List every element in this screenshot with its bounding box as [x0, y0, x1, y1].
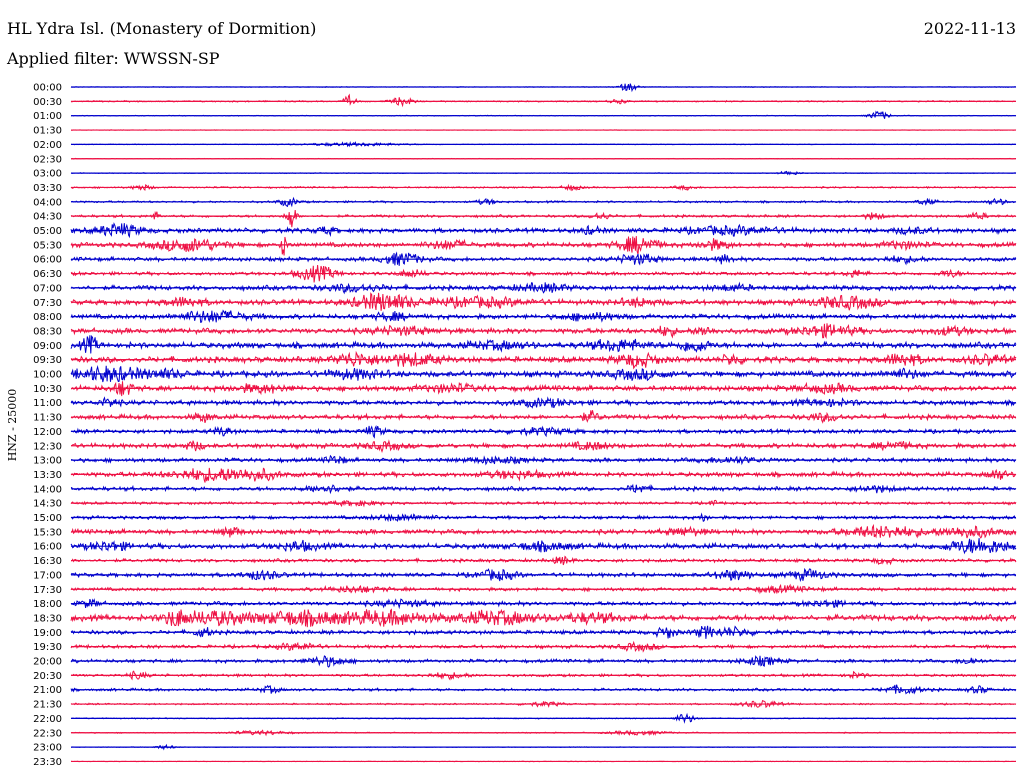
time-tick-label: 04:00 — [33, 197, 62, 208]
time-tick-label: 15:00 — [33, 513, 62, 524]
time-tick-label: 14:30 — [33, 499, 62, 510]
time-tick-label: 13:30 — [33, 470, 62, 481]
time-tick-labels: 00:00 00:30 01:00 01:30 02:00 02:30 03:00 03:30… — [33, 83, 62, 768]
time-tick-label: 05:30 — [33, 240, 62, 251]
time-tick-label: 12:00 — [33, 427, 62, 438]
time-tick-label: 01:30 — [33, 126, 62, 137]
time-tick-label: 02:30 — [33, 154, 62, 165]
time-tick-label: 09:30 — [33, 355, 62, 366]
trace-line-0900 — [70, 334, 1017, 354]
time-tick-label: 19:30 — [33, 642, 62, 653]
time-tick-label: 10:00 — [33, 370, 62, 381]
time-tick-label: 09:00 — [33, 341, 62, 352]
trace-line-2030 — [70, 670, 1017, 681]
time-tick-label: 11:30 — [33, 413, 62, 424]
time-tick-label: 03:00 — [33, 169, 62, 180]
time-tick-label: 01:00 — [33, 111, 62, 122]
time-tick-label: 07:00 — [33, 283, 62, 294]
time-tick-label: 14:00 — [33, 484, 62, 495]
time-tick-label: 21:30 — [33, 700, 62, 711]
time-tick-label: 13:00 — [33, 456, 62, 467]
time-tick-label: 08:30 — [33, 326, 62, 337]
time-tick-label: 16:00 — [33, 542, 62, 553]
time-tick-label: 05:00 — [33, 226, 62, 237]
time-tick-label: 22:00 — [33, 714, 62, 725]
y-axis-label: HNZ - 25000 — [6, 389, 19, 462]
trace-line-0030 — [70, 93, 1017, 108]
time-tick-label: 00:00 — [33, 83, 62, 94]
time-tick-label: 06:30 — [33, 269, 62, 280]
time-tick-label: 02:00 — [33, 140, 62, 151]
time-tick-label: 16:30 — [33, 556, 62, 567]
record-date: 2022-11-13 — [923, 19, 1016, 38]
trace-line-1330 — [70, 467, 1017, 483]
time-tick-label: 17:30 — [33, 585, 62, 596]
time-tick-label: 00:30 — [33, 97, 62, 108]
time-tick-label: 08:00 — [33, 312, 62, 323]
time-tick-label: 10:30 — [33, 384, 62, 395]
time-tick-label: 06:00 — [33, 255, 62, 266]
time-tick-label: 21:00 — [33, 685, 62, 696]
time-tick-label: 19:00 — [33, 628, 62, 639]
time-tick-label: 23:00 — [33, 743, 62, 754]
time-tick-label: 04:30 — [33, 212, 62, 223]
time-tick-label: 11:00 — [33, 398, 62, 409]
time-tick-label: 07:30 — [33, 298, 62, 309]
time-tick-label: 20:30 — [33, 671, 62, 682]
time-tick-label: 03:30 — [33, 183, 62, 194]
time-tick-label: 22:30 — [33, 728, 62, 739]
trace-line-0430 — [70, 210, 1017, 228]
station-title: HL Ydra Isl. (Monastery of Dormition) — [7, 19, 317, 38]
filter-label: Applied filter: WWSSN-SP — [7, 49, 220, 68]
time-tick-label: 18:00 — [33, 599, 62, 610]
time-tick-label: 17:00 — [33, 570, 62, 581]
trace-line-0530 — [70, 236, 1017, 256]
trace-group — [70, 83, 1017, 763]
time-tick-label: 23:30 — [33, 757, 62, 768]
time-tick-label: 15:30 — [33, 527, 62, 538]
time-tick-label: 12:30 — [33, 441, 62, 452]
time-tick-label: 20:00 — [33, 657, 62, 668]
time-tick-label: 18:30 — [33, 613, 62, 624]
